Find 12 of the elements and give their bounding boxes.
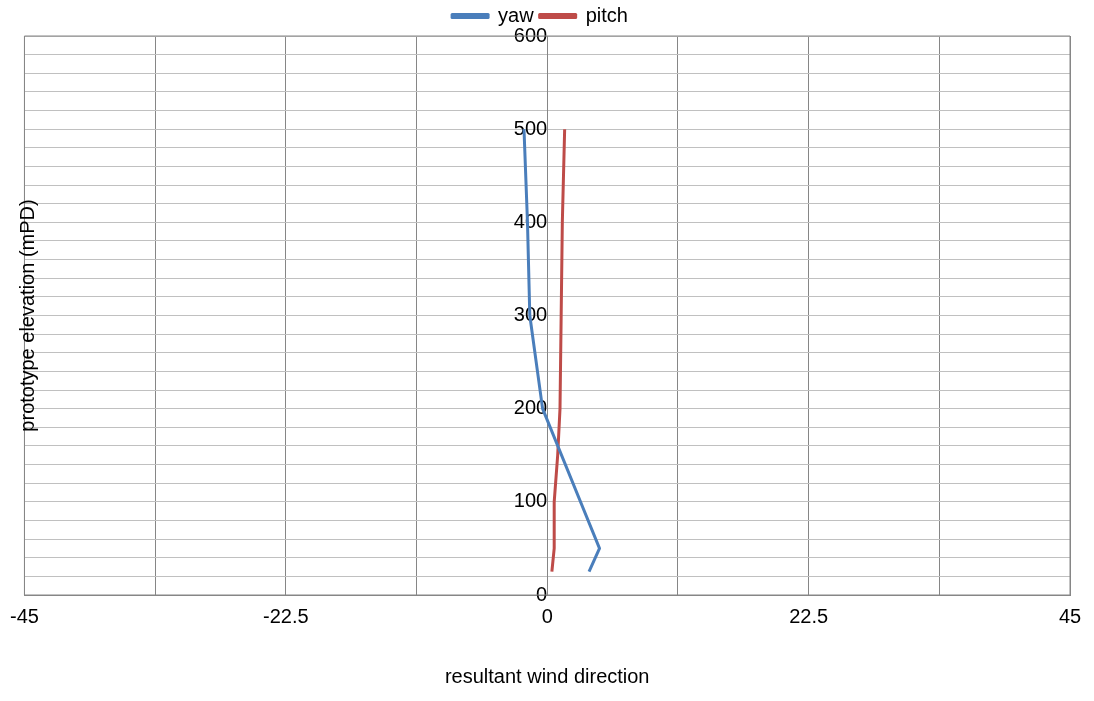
y-tick-label: 500 xyxy=(513,116,548,139)
x-tick-label: 45 xyxy=(1058,604,1082,627)
y-tick-label: 0 xyxy=(536,582,548,605)
x-tick-label: -45 xyxy=(10,604,39,627)
x-axis-title: resultant wind direction xyxy=(444,664,650,687)
y-tick-label: 100 xyxy=(513,489,548,512)
x-tick-label: -22.5 xyxy=(263,604,309,627)
y-tick-label: 600 xyxy=(513,23,548,46)
legend-label: yaw xyxy=(498,3,535,26)
y-axis-title: prototype elevation (mPD) xyxy=(15,199,38,432)
x-tick-label: 22.5 xyxy=(789,604,829,627)
legend-label: pitch xyxy=(585,3,628,26)
